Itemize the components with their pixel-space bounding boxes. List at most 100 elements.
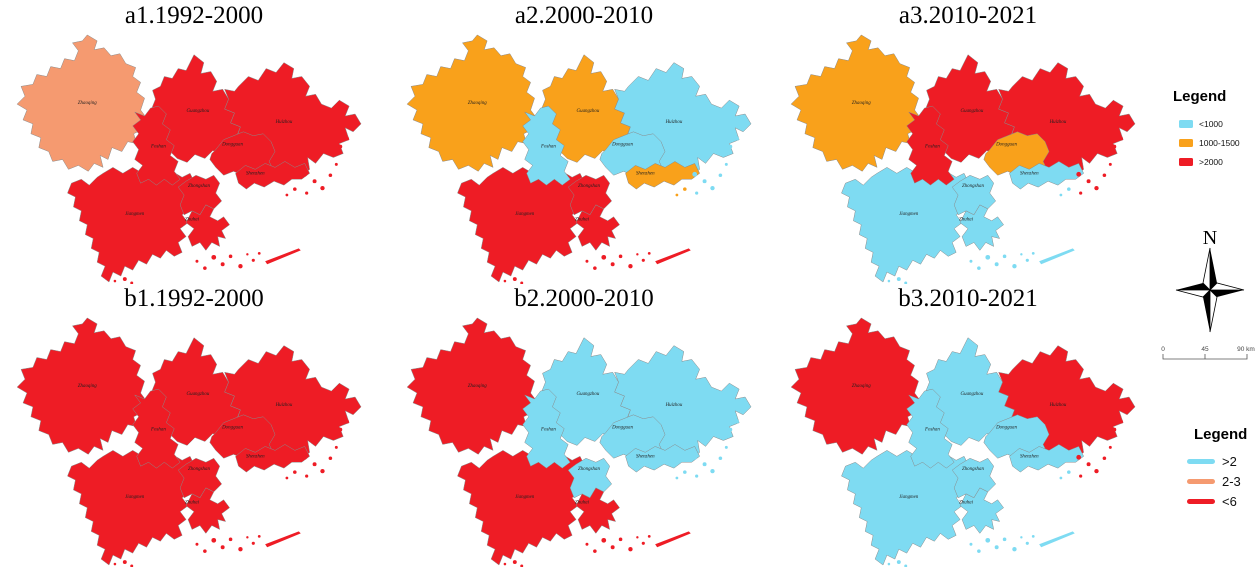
island-huizhou [1086,179,1091,184]
legend-swatch-orange [1179,138,1193,147]
region-zhuhai [185,487,230,534]
island-huizhou [728,144,733,149]
island-huizhou [1094,468,1099,474]
island-huizhou [1079,191,1083,195]
island-jiangmen [896,277,901,282]
island-huizhou [328,456,333,461]
island-shenzhen [285,476,289,480]
panel-title-b1: b1.1992-2000 [124,285,264,312]
scale-label-45: 45 [1201,346,1209,353]
island-jiangmen [122,560,127,565]
island-zhuhai [610,545,615,550]
city-label-huizhou: Huizhou [665,403,683,408]
island-jiangmen [520,564,524,567]
island-shenzhen [1059,193,1063,197]
island-zhuhai [985,537,991,543]
island-zhuhai [655,248,691,265]
island-zhuhai [636,536,639,539]
island-huizhou [302,454,308,460]
city-label-dongguan: Dongguan [611,143,633,148]
city-label-dongguan: Dongguan [221,426,243,431]
city-label-jiangmen: Jiangmen [125,495,145,500]
city-label-jiangmen: Jiangmen [515,495,535,500]
island-shenzhen [1067,470,1071,474]
island-jiangmen [113,279,117,283]
island-shenzhen [675,476,679,480]
region-guangzhou [925,337,1019,446]
island-zhuhai [257,534,261,538]
island-huizhou [1119,419,1123,424]
panel-title-a3: a3.2010-2021 [898,2,1038,29]
island-jiangmen [130,564,134,567]
panel-title-a1: a1.1992-2000 [124,2,264,29]
island-jiangmen [887,562,891,566]
city-label-zhaoqing: Zhaoqing [468,101,487,106]
region-zhaoqing [16,34,147,172]
city-label-dongguan: Dongguan [995,143,1017,148]
island-huizhou [718,456,723,461]
city-label-guangzhou: Guangzhou [961,109,984,114]
legend-item: 2-3 [1187,471,1259,491]
island-zhuhai [1002,537,1007,542]
region-foshan [132,388,181,469]
compass-n-label: N [1203,227,1217,249]
map-a3: Zhaoqing Guangzhou Huizhou Jiangmen Foshan Do… [790,34,1136,284]
legend-bottom-items: >2 2-3 <6 [1187,451,1259,511]
island-zhuhai [220,545,225,550]
region-foshan [522,388,571,469]
panel-b1: b1.1992-2000 Zhaoqing Guangzhou Huizhou Jia… [8,285,380,567]
island-shenzhen [675,193,679,197]
island-zhuhai [610,262,615,267]
island-zhuhai [1012,264,1017,269]
city-label-zhongshan: Zhongshan [578,184,600,189]
city-label-huizhou: Huizhou [665,120,683,125]
region-guangzhou [541,54,635,163]
island-zhuhai [203,549,207,553]
city-label-guangzhou: Guangzhou [187,392,210,397]
city-label-zhuhai: Zhuhai [575,501,590,506]
island-huizhou [320,468,325,474]
region-guangzhou [151,54,245,163]
legend-label: >2000 [1199,156,1223,167]
island-zhuhai [994,262,999,267]
legend-label: 1000-1500 [1199,137,1240,148]
island-huizhou [692,171,698,177]
island-huizhou [695,474,699,478]
island-zhuhai [1039,248,1075,265]
island-zhuhai [1025,541,1029,545]
island-zhuhai [593,549,597,553]
region-zhaoqing [16,317,147,455]
island-huizhou [718,173,723,178]
island-shenzhen [683,187,687,191]
city-label-zhongshan: Zhongshan [962,467,984,472]
city-label-zhuhai: Zhuhai [575,218,590,223]
island-jiangmen [503,279,507,283]
island-zhuhai [220,262,225,267]
panel-title-b3: b3.2010-2021 [898,285,1038,312]
region-zhuhai [959,204,1004,251]
island-shenzhen [1059,476,1063,480]
legend-top-title: Legend [1173,88,1227,105]
island-huizhou [724,162,728,166]
island-huizhou [692,454,698,460]
city-label-jiangmen: Jiangmen [125,212,145,217]
region-guangzhou [925,54,1019,163]
island-zhuhai [211,254,217,260]
island-huizhou [1086,462,1091,467]
city-label-huizhou: Huizhou [275,403,293,408]
city-label-shenzhen: Shenzhen [1020,171,1039,176]
island-zhuhai [655,531,691,548]
panel-a1: a1.1992-2000 Zhaoqing Guangzhou Huizhou Jia… [8,2,380,284]
region-foshan [906,105,955,186]
legend-label: 2-3 [1222,473,1241,489]
island-huizhou [702,179,707,184]
island-huizhou [1112,427,1117,432]
legend-label: >2 [1222,453,1237,469]
island-huizhou [724,445,728,449]
city-label-shenzhen: Shenzhen [636,454,655,459]
island-zhuhai [628,264,633,269]
island-huizhou [1102,173,1107,178]
island-zhuhai [228,254,233,259]
island-shenzhen [1067,187,1071,191]
city-label-zhaoqing: Zhaoqing [852,101,871,106]
